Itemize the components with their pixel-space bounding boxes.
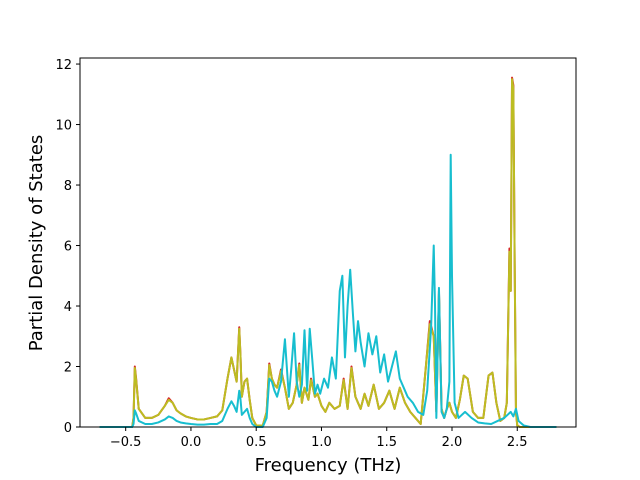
y-tick-label: 8 <box>64 179 72 194</box>
y-axis-label: Partial Density of States <box>26 135 47 352</box>
y-tick-label: 12 <box>55 58 72 73</box>
y-tick-label: 2 <box>64 361 72 376</box>
plot-lines <box>99 76 557 428</box>
x-tick-label: 0.0 <box>181 435 202 450</box>
x-tick-label: 1.5 <box>376 435 397 450</box>
y-axis: 0 2 4 6 8 10 12 <box>55 58 80 436</box>
x-axis: −0.5 0.0 0.5 1.0 1.5 2.0 2.5 <box>110 427 528 450</box>
series-line-1 <box>99 78 557 428</box>
y-tick-label: 6 <box>64 240 72 255</box>
y-tick-label: 0 <box>64 421 72 436</box>
series-line-2 <box>99 153 557 428</box>
x-tick-label: −0.5 <box>110 435 142 450</box>
x-tick-label: 0.5 <box>246 435 267 450</box>
x-tick-label: 2.0 <box>442 435 463 450</box>
x-tick-label: 2.5 <box>507 435 528 450</box>
x-tick-label: 1.0 <box>311 435 332 450</box>
plot-frame <box>79 57 577 428</box>
y-tick-label: 4 <box>64 300 72 315</box>
x-axis-label: Frequency (THz) <box>255 455 402 476</box>
y-tick-label: 10 <box>55 119 72 134</box>
